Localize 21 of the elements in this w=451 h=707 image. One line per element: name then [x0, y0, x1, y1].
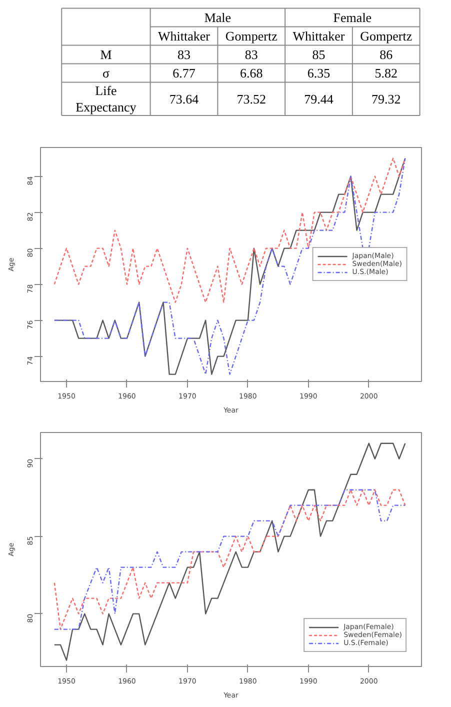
- category-label: Gompertz: [225, 28, 278, 44]
- data-label: 79.44: [304, 91, 334, 106]
- data-label: 83: [244, 46, 258, 62]
- text: Male: [204, 10, 232, 26]
- category-label: Whittaker: [158, 28, 211, 44]
- data-label: 86: [380, 46, 394, 62]
- data-label: 73.52: [236, 91, 266, 106]
- data-label: 6.77: [172, 65, 196, 80]
- text: M: [100, 46, 112, 62]
- data-label: 79.32: [372, 91, 401, 106]
- data-label: 6.68: [240, 65, 263, 80]
- data-label: 85: [312, 46, 326, 62]
- text: Female: [333, 10, 372, 26]
- text: Life Expectancy: [76, 83, 137, 115]
- data-label: 6.35: [307, 65, 330, 80]
- category-label: Gompertz: [360, 28, 412, 44]
- category-label: Whittaker: [292, 28, 346, 44]
- data-label: 73.64: [169, 91, 200, 106]
- data-label: 83: [178, 46, 191, 62]
- text: σ: [102, 65, 110, 80]
- data-label: 5.82: [374, 65, 398, 80]
